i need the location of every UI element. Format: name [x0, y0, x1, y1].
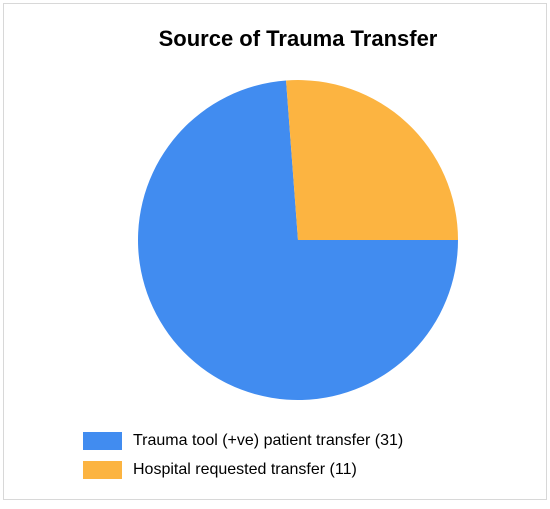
legend-swatch — [83, 432, 122, 450]
chart-title: Source of Trauma Transfer — [159, 26, 438, 51]
legend-label: Trauma tool (+ve) patient transfer (31) — [133, 432, 403, 449]
legend-swatch — [83, 461, 122, 479]
legend: Trauma tool (+ve) patient transfer (31) H… — [83, 432, 403, 479]
pie — [137, 80, 458, 401]
legend-label: Hospital requested transfer (11) — [133, 461, 357, 478]
pie-slice — [286, 80, 458, 241]
pie-slice — [137, 80, 458, 401]
